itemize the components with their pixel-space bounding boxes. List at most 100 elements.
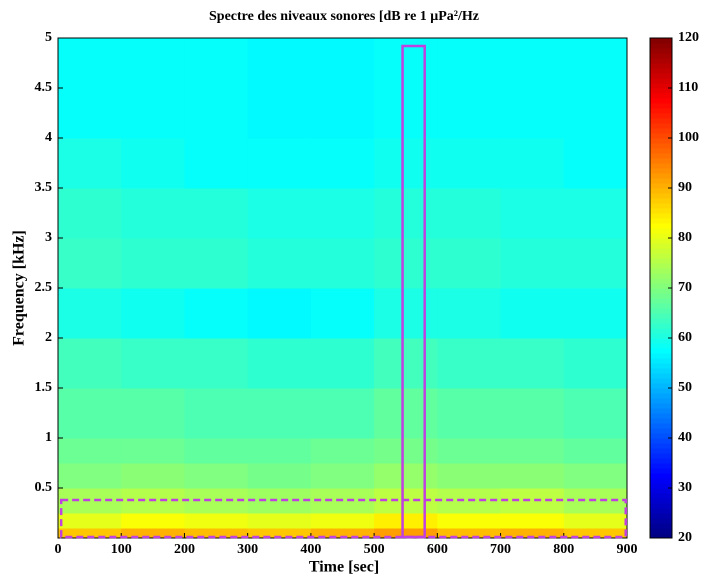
heat-cell: [121, 188, 185, 239]
colorbar-segment: [650, 478, 672, 484]
heat-cell: [563, 388, 628, 439]
heat-cell: [121, 463, 185, 489]
heat-cell: [563, 88, 628, 139]
colorbar-segment: [650, 498, 672, 504]
heat-cell: [500, 463, 565, 489]
heat-cell: [437, 528, 502, 539]
colorbar-segment: [650, 228, 672, 234]
heat-cell: [310, 463, 375, 489]
x-tick-label: 500: [364, 542, 385, 557]
colorbar-tick-label: 120: [678, 30, 699, 45]
heat-cell: [500, 438, 565, 464]
y-tick-label: 1.5: [35, 380, 53, 395]
heat-cell: [184, 188, 249, 239]
colorbar-segment: [650, 73, 672, 79]
colorbar-segment: [650, 108, 672, 114]
colorbar-segment: [650, 298, 672, 304]
colorbar-segment: [650, 233, 672, 239]
colorbar-segment: [650, 48, 672, 54]
heat-cell: [563, 338, 628, 389]
colorbar-segment: [650, 293, 672, 299]
colorbar-tick-label: 20: [678, 530, 692, 545]
colorbar-segment: [650, 348, 672, 354]
y-tick-label: 0.5: [35, 480, 53, 495]
heat-cell: [437, 463, 502, 489]
heat-cell: [310, 388, 375, 439]
colorbar-tick-label: 80: [678, 230, 692, 245]
colorbar-segment: [650, 388, 672, 394]
heat-cell: [500, 528, 565, 539]
heat-cell: [247, 463, 312, 489]
heat-cell: [121, 138, 185, 189]
heat-cell: [58, 288, 122, 339]
colorbar-segment: [650, 268, 672, 274]
colorbar-segment: [650, 353, 672, 359]
heat-cell: [500, 88, 565, 139]
colorbar-segment: [650, 78, 672, 84]
colorbar-segment: [650, 38, 672, 44]
colorbar-tick-label: 40: [678, 430, 692, 445]
heat-cell: [184, 238, 249, 289]
colorbar-segment: [650, 208, 672, 214]
heat-cell: [184, 463, 249, 489]
heat-cell: [310, 88, 375, 139]
colorbar-segment: [650, 283, 672, 289]
colorbar-segment: [650, 468, 672, 474]
x-tick-label: 800: [553, 542, 574, 557]
heat-cell: [374, 188, 438, 239]
heat-cell: [310, 338, 375, 389]
heat-cell: [247, 338, 312, 389]
colorbar-segment: [650, 168, 672, 174]
colorbar-tick-label: 60: [678, 330, 692, 345]
y-tick-label: 3: [45, 230, 52, 245]
heat-cell: [563, 38, 628, 89]
colorbar-segment: [650, 428, 672, 434]
colorbar-segment: [650, 278, 672, 284]
colorbar-segment: [650, 493, 672, 499]
colorbar-segment: [650, 238, 672, 244]
colorbar-segment: [650, 118, 672, 124]
colorbar-segment: [650, 158, 672, 164]
heat-cell: [563, 528, 628, 539]
heat-cell: [500, 338, 565, 389]
heat-cell: [58, 438, 122, 464]
heat-cell: [58, 388, 122, 439]
colorbar-segment: [650, 328, 672, 334]
x-tick-label: 400: [300, 542, 321, 557]
colorbar-segment: [650, 248, 672, 254]
colorbar-segment: [650, 398, 672, 404]
colorbar-segment: [650, 198, 672, 204]
heat-cell: [247, 528, 312, 539]
heat-cell: [563, 438, 628, 464]
heat-cell: [500, 38, 565, 89]
colorbar-segment: [650, 288, 672, 294]
y-tick-label: 1: [45, 430, 52, 445]
colorbar-segment: [650, 43, 672, 49]
colorbar-segment: [650, 183, 672, 189]
colorbar-segment: [650, 98, 672, 104]
colorbar-segment: [650, 173, 672, 179]
colorbar-segment: [650, 523, 672, 529]
colorbar-segment: [650, 58, 672, 64]
colorbar-segment: [650, 133, 672, 139]
colorbar-segment: [650, 503, 672, 509]
colorbar-tick-label: 100: [678, 130, 699, 145]
heat-cell: [247, 488, 312, 514]
heat-cell: [374, 338, 438, 389]
colorbar-segment: [650, 178, 672, 184]
heat-cell: [121, 88, 185, 139]
heat-cell: [184, 513, 249, 529]
heat-cell: [374, 388, 438, 439]
chart-title: Spectre des niveaux sonores [dB re 1 μPa…: [209, 9, 479, 24]
heat-cell: [310, 188, 375, 239]
colorbar-segment: [650, 138, 672, 144]
heat-cell: [437, 288, 502, 339]
colorbar-segment: [650, 323, 672, 329]
x-tick-label: 300: [237, 542, 258, 557]
y-tick-label: 3.5: [35, 180, 53, 195]
heat-cell: [374, 438, 438, 464]
colorbar-segment: [650, 258, 672, 264]
highlight-box: [59, 498, 627, 539]
colorbar-segment: [650, 303, 672, 309]
